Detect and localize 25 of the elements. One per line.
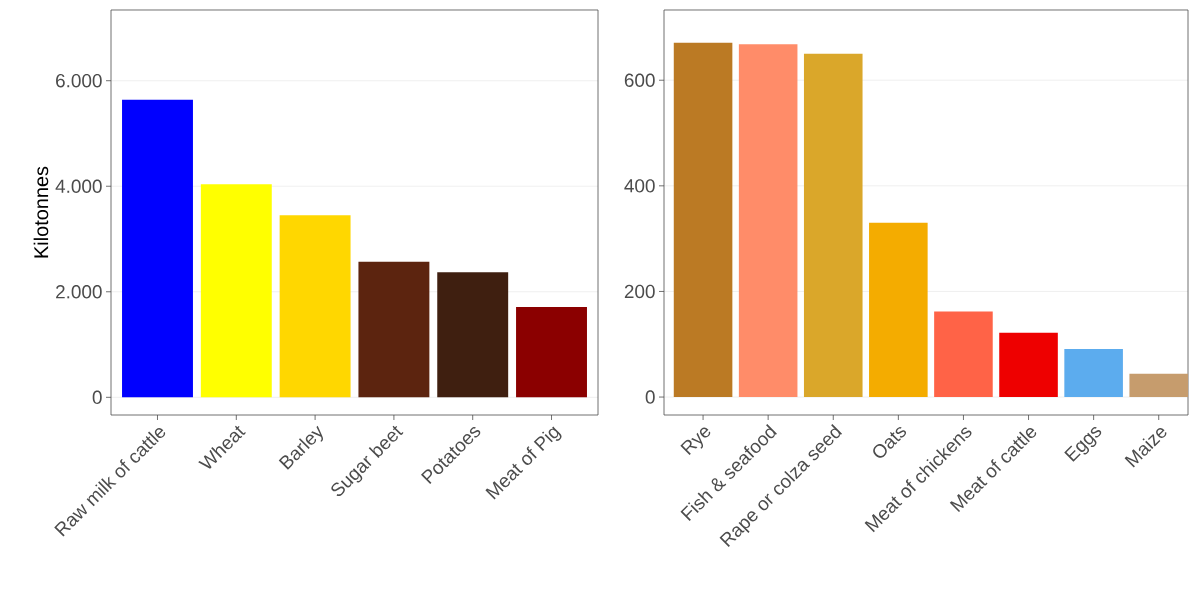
bar	[673, 42, 733, 398]
bar	[279, 215, 351, 398]
y-tick-label: 0	[92, 390, 102, 405]
bar	[869, 222, 928, 398]
y-tick-label: 2.000	[56, 285, 102, 299]
y-tick-label: 600	[624, 73, 655, 87]
y-tick-label: 200	[624, 284, 655, 299]
x-tick-label: Oats	[873, 427, 907, 458]
bar	[934, 311, 993, 398]
bar	[738, 44, 798, 398]
y-tick-label: 4.000	[55, 179, 102, 193]
bar	[999, 332, 1058, 398]
bar	[358, 261, 430, 398]
bar	[437, 272, 509, 398]
bar	[803, 53, 863, 398]
bar	[200, 184, 272, 398]
y-axis-title: Kilotonnes	[33, 166, 49, 258]
y-tick-label: 0	[645, 390, 655, 404]
y-tick-label: 6.000	[56, 74, 102, 88]
bar	[1129, 373, 1189, 398]
bar	[516, 307, 587, 398]
y-tick-label: 400	[624, 179, 655, 193]
bar	[1064, 349, 1123, 398]
bar	[122, 99, 193, 398]
x-tick-label: Rye	[680, 427, 711, 456]
